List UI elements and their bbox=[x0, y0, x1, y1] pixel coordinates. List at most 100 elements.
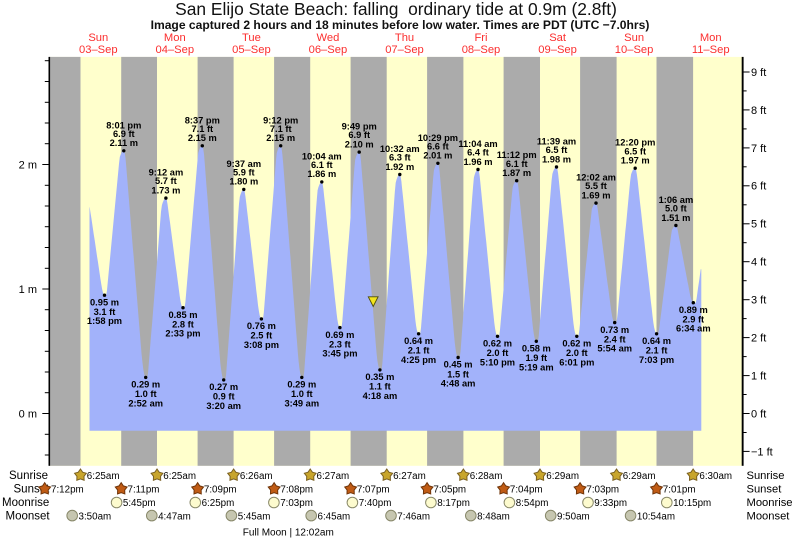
svg-text:Sunset: Sunset bbox=[747, 484, 783, 496]
svg-text:3:50am: 3:50am bbox=[79, 511, 112, 522]
svg-text:1.97 m: 1.97 m bbox=[621, 156, 650, 166]
svg-text:3:45 pm: 3:45 pm bbox=[322, 349, 357, 359]
svg-text:2.8 ft: 2.8 ft bbox=[172, 320, 194, 330]
svg-text:6.9 ft: 6.9 ft bbox=[348, 130, 370, 140]
svg-text:1 m: 1 m bbox=[19, 284, 37, 296]
svg-text:11–Sep: 11–Sep bbox=[692, 44, 730, 56]
svg-text:11:39 am: 11:39 am bbox=[537, 137, 576, 147]
svg-text:6.4 ft: 6.4 ft bbox=[467, 148, 489, 158]
svg-text:1.0 ft: 1.0 ft bbox=[291, 389, 313, 399]
svg-text:5.9 ft: 5.9 ft bbox=[233, 168, 255, 178]
svg-text:Moonset: Moonset bbox=[747, 510, 791, 522]
svg-text:6:34 am: 6:34 am bbox=[676, 324, 711, 334]
svg-text:6.9 ft: 6.9 ft bbox=[113, 129, 135, 139]
svg-text:0.29 m: 0.29 m bbox=[131, 380, 160, 390]
svg-text:2.3 ft: 2.3 ft bbox=[329, 339, 351, 349]
svg-text:San Elijo State Beach: falling: San Elijo State Beach: falling ordinary … bbox=[175, 0, 617, 19]
svg-text:1.5 ft: 1.5 ft bbox=[447, 369, 469, 379]
svg-text:7.1 ft: 7.1 ft bbox=[270, 124, 292, 134]
svg-text:0.89 m: 0.89 m bbox=[679, 305, 708, 315]
svg-text:Sun: Sun bbox=[624, 32, 644, 44]
svg-text:6 ft: 6 ft bbox=[751, 181, 766, 193]
svg-text:5:10 pm: 5:10 pm bbox=[480, 357, 515, 367]
svg-text:08–Sep: 08–Sep bbox=[462, 44, 501, 56]
svg-text:Sat: Sat bbox=[549, 32, 567, 44]
svg-text:03–Sep: 03–Sep bbox=[79, 44, 118, 56]
svg-text:1.1 ft: 1.1 ft bbox=[369, 382, 391, 392]
svg-text:10:54am: 10:54am bbox=[637, 511, 675, 522]
svg-text:Image captured 2 hours and 18: Image captured 2 hours and 18 minutes be… bbox=[151, 18, 650, 32]
svg-text:2 ft: 2 ft bbox=[751, 333, 766, 345]
svg-text:2.01 m: 2.01 m bbox=[423, 151, 452, 161]
svg-text:0.64 m: 0.64 m bbox=[404, 336, 433, 346]
svg-text:0.62 m: 0.62 m bbox=[483, 339, 512, 349]
svg-text:1.9 ft: 1.9 ft bbox=[525, 353, 547, 363]
svg-text:0.85 m: 0.85 m bbox=[169, 310, 198, 320]
svg-text:0.45 m: 0.45 m bbox=[444, 360, 473, 370]
svg-text:1.92 m: 1.92 m bbox=[385, 162, 414, 172]
svg-text:1.87 m: 1.87 m bbox=[502, 168, 531, 178]
svg-text:5:45pm: 5:45pm bbox=[123, 498, 156, 509]
svg-text:12:02 am: 12:02 am bbox=[576, 173, 616, 183]
svg-text:1.51 m: 1.51 m bbox=[661, 213, 690, 223]
svg-text:2.5 ft: 2.5 ft bbox=[251, 331, 273, 341]
svg-text:6:01 pm: 6:01 pm bbox=[559, 357, 594, 367]
svg-text:7 ft: 7 ft bbox=[751, 143, 766, 155]
svg-text:0.35 m: 0.35 m bbox=[365, 372, 394, 382]
svg-text:4:25 pm: 4:25 pm bbox=[401, 355, 436, 365]
svg-text:2.10 m: 2.10 m bbox=[345, 139, 374, 149]
svg-text:2.11 m: 2.11 m bbox=[110, 138, 138, 148]
svg-text:2.9 ft: 2.9 ft bbox=[682, 315, 704, 325]
svg-text:Wed: Wed bbox=[316, 32, 339, 44]
svg-text:04–Sep: 04–Sep bbox=[156, 44, 195, 56]
svg-text:6:28am: 6:28am bbox=[470, 471, 503, 482]
svg-text:Sunrise: Sunrise bbox=[9, 470, 48, 482]
svg-text:1.96 m: 1.96 m bbox=[464, 157, 493, 167]
svg-text:5:54 am: 5:54 am bbox=[597, 344, 632, 354]
svg-text:6:29am: 6:29am bbox=[546, 471, 579, 482]
svg-text:2.15 m: 2.15 m bbox=[266, 133, 295, 143]
svg-text:0.58 m: 0.58 m bbox=[522, 344, 551, 354]
svg-text:9:50am: 9:50am bbox=[557, 511, 590, 522]
svg-text:10:29 pm: 10:29 pm bbox=[418, 133, 458, 143]
svg-text:11:04 am: 11:04 am bbox=[458, 139, 497, 149]
svg-text:7:03 pm: 7:03 pm bbox=[639, 355, 674, 365]
svg-text:6.1 ft: 6.1 ft bbox=[311, 160, 333, 170]
svg-text:6:25pm: 6:25pm bbox=[202, 498, 235, 509]
svg-text:6.6 ft: 6.6 ft bbox=[427, 141, 449, 151]
svg-text:6:25am: 6:25am bbox=[163, 471, 196, 482]
svg-text:10:15pm: 10:15pm bbox=[673, 498, 711, 509]
svg-text:0 ft: 0 ft bbox=[751, 408, 766, 420]
svg-text:2 m: 2 m bbox=[19, 159, 37, 171]
svg-text:Mon: Mon bbox=[700, 32, 722, 44]
svg-text:0.76 m: 0.76 m bbox=[247, 321, 276, 331]
svg-text:7:46am: 7:46am bbox=[397, 511, 430, 522]
svg-text:9 ft: 9 ft bbox=[751, 67, 766, 79]
svg-text:9:12 am: 9:12 am bbox=[149, 168, 184, 178]
svg-text:2.15 m: 2.15 m bbox=[188, 133, 217, 143]
svg-text:2.0 ft: 2.0 ft bbox=[566, 348, 588, 358]
svg-text:6:25am: 6:25am bbox=[87, 471, 120, 482]
svg-text:5.7 ft: 5.7 ft bbox=[155, 176, 177, 186]
svg-text:1:58 pm: 1:58 pm bbox=[87, 316, 122, 326]
svg-text:7:12pm: 7:12pm bbox=[51, 485, 84, 496]
svg-text:09–Sep: 09–Sep bbox=[538, 44, 577, 56]
svg-text:6.3 ft: 6.3 ft bbox=[389, 153, 411, 163]
svg-text:05–Sep: 05–Sep bbox=[232, 44, 271, 56]
svg-text:2:33 pm: 2:33 pm bbox=[165, 329, 200, 339]
svg-text:7:40pm: 7:40pm bbox=[359, 498, 392, 509]
svg-text:7:03pm: 7:03pm bbox=[586, 485, 619, 496]
svg-text:8:17pm: 8:17pm bbox=[437, 498, 470, 509]
svg-text:06–Sep: 06–Sep bbox=[309, 44, 348, 56]
svg-text:7:03pm: 7:03pm bbox=[280, 498, 313, 509]
svg-text:10:32 am: 10:32 am bbox=[380, 144, 420, 154]
svg-text:1.86 m: 1.86 m bbox=[307, 169, 336, 179]
svg-text:3:49 am: 3:49 am bbox=[284, 398, 319, 408]
svg-text:9:37 am: 9:37 am bbox=[226, 159, 261, 169]
svg-text:6:27am: 6:27am bbox=[317, 471, 350, 482]
svg-text:10–Sep: 10–Sep bbox=[615, 44, 654, 56]
svg-text:5:19 am: 5:19 am bbox=[519, 362, 554, 372]
svg-text:6:26am: 6:26am bbox=[240, 471, 273, 482]
svg-text:9:49 pm: 9:49 pm bbox=[342, 122, 377, 132]
svg-text:Full Moon | 12:02am: Full Moon | 12:02am bbox=[243, 528, 334, 539]
